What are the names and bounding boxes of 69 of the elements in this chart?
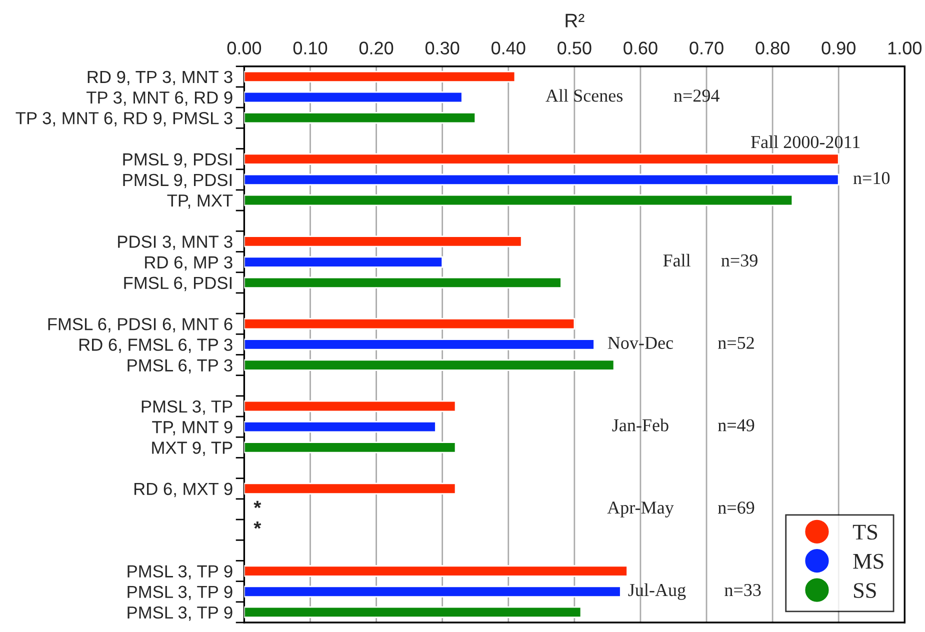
bar: [244, 318, 576, 330]
y-tick-label: PMSL 3, TP 9: [128, 606, 232, 621]
x-tick-label: 0.30: [425, 42, 460, 54]
x-tick-label: 0.20: [359, 42, 394, 54]
bar: [244, 338, 595, 350]
y-tick-label: TP, MXT: [167, 194, 233, 209]
bar: [244, 174, 840, 186]
y-tick-label: TP 3, MNT 6, RD 9: [86, 91, 232, 106]
annotation: *: [254, 500, 262, 508]
annotation: Nov-Dec: [608, 336, 673, 349]
annotation: n=52: [718, 336, 754, 349]
bar: [244, 236, 522, 248]
x-axis-title: R²: [566, 14, 584, 28]
annotation: Jan-Feb: [612, 418, 668, 432]
annotation: Fall: [663, 254, 690, 267]
bar: [244, 91, 463, 104]
bar: [244, 276, 562, 288]
x-tick-label: 1.00: [888, 42, 922, 54]
bar: [244, 586, 622, 598]
annotation: n=10: [853, 172, 890, 184]
bar: [244, 70, 516, 83]
x-tick-label: 0.50: [558, 42, 592, 54]
x-tick-label: 0.90: [822, 42, 856, 54]
x-tick-label: 0.00: [227, 42, 262, 54]
y-tick-label: PMSL 9, PDSI: [123, 174, 232, 188]
y-tick-label: FMSL 6, PDSI 6, MNT 6: [48, 318, 232, 332]
bar: [244, 400, 456, 412]
annotation: n=49: [718, 419, 754, 432]
x-tick-label: 0.80: [756, 42, 790, 54]
y-tick-label: RD 6, FMSL 6, TP 3: [79, 338, 232, 353]
annotation: n=294: [674, 90, 720, 102]
bar: [244, 153, 840, 165]
y-tick-label: PMSL 3, TP 9: [128, 586, 232, 600]
y-tick-label: TP 3, MNT 6, RD 9, PMSL 3: [16, 112, 232, 126]
bar: [244, 442, 456, 454]
legend-label: SS: [854, 583, 876, 598]
annotation: All Scenes: [546, 89, 623, 102]
y-tick-label: RD 9, TP 3, MNT 3: [88, 70, 232, 86]
annotation: Jul-Aug: [628, 583, 686, 600]
annotation: n=69: [718, 502, 754, 514]
bar: [244, 359, 615, 371]
y-tick-label: TP, MNT 9: [152, 421, 232, 436]
annotation: n=33: [724, 584, 761, 596]
bar: [244, 565, 628, 577]
bar: [244, 112, 476, 124]
bar: [244, 256, 444, 268]
bar: [244, 420, 436, 433]
y-tick-label: PMSL 9, PDSI: [123, 153, 232, 168]
bar: [244, 482, 456, 494]
x-tick-label: 0.10: [293, 42, 328, 54]
x-tick-label: 0.60: [624, 42, 658, 54]
annotation: Fall 2000-2011: [751, 135, 860, 148]
y-tick-label: PMSL 3, TP: [142, 400, 232, 415]
bar: [244, 606, 582, 618]
x-tick-label: 0.70: [690, 42, 724, 54]
y-tick-label: FMSL 6, PDSI: [124, 276, 232, 292]
y-tick-label: PMSL 6, TP 3: [128, 359, 232, 374]
bar: [244, 194, 794, 206]
y-tick-label: PDSI 3, MNT 3: [118, 236, 232, 250]
legend-label: TS: [852, 524, 878, 540]
y-tick-label: MXT 9, TP: [152, 442, 232, 456]
annotation: n=39: [721, 254, 758, 267]
y-tick-label: PMSL 3, TP 9: [128, 565, 232, 580]
y-tick-label: RD 6, MXT 9: [134, 482, 232, 498]
annotation: Apr-May: [607, 502, 674, 518]
x-tick-label: 0.40: [492, 42, 526, 54]
y-tick-label: RD 6, MP 3: [145, 256, 232, 271]
annotation: *: [254, 521, 262, 529]
legend-label: MS: [853, 554, 884, 569]
